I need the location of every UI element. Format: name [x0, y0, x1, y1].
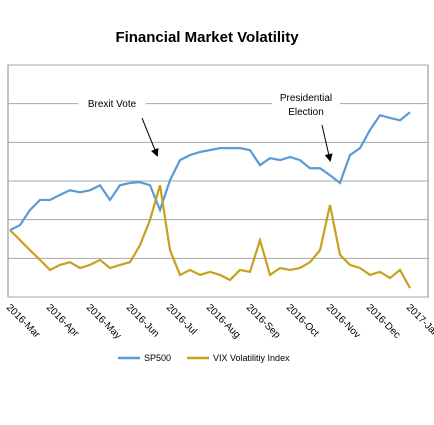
x-tick-label: 2016-May: [84, 302, 123, 341]
annotation-bg: [272, 104, 340, 118]
annotation: Brexit Vote: [88, 99, 137, 110]
x-tick-label: 2016-Apr: [44, 302, 81, 339]
annotation-bg: [78, 96, 146, 110]
x-tick-label: 2016-Jul: [164, 302, 199, 337]
x-tick-label: 2016-Aug: [204, 302, 242, 340]
legend-label: SP500: [144, 353, 171, 363]
x-tick-label: 2016-Oct: [284, 302, 321, 339]
legend-label: VIX Volatilitiy Index: [213, 353, 290, 363]
chart-title: Financial Market Volatility: [115, 29, 299, 46]
x-tick-label: 2016-Sep: [244, 302, 283, 341]
series-line: [9, 111, 411, 232]
arrow: [141, 117, 159, 157]
x-tick-label: 2017-Jan: [404, 302, 434, 339]
x-tick-label: 2016-Jun: [124, 302, 161, 339]
series-line: [9, 184, 411, 289]
annotation: Presidential: [280, 93, 332, 104]
arrow: [321, 124, 333, 162]
annotation-bg: [272, 90, 340, 104]
x-tick-label: 2016-Mar: [4, 302, 43, 341]
x-tick-label: 2016-Nov: [324, 302, 362, 340]
x-tick-label: 2016-Dec: [364, 302, 402, 340]
annotation: Election: [288, 107, 324, 118]
